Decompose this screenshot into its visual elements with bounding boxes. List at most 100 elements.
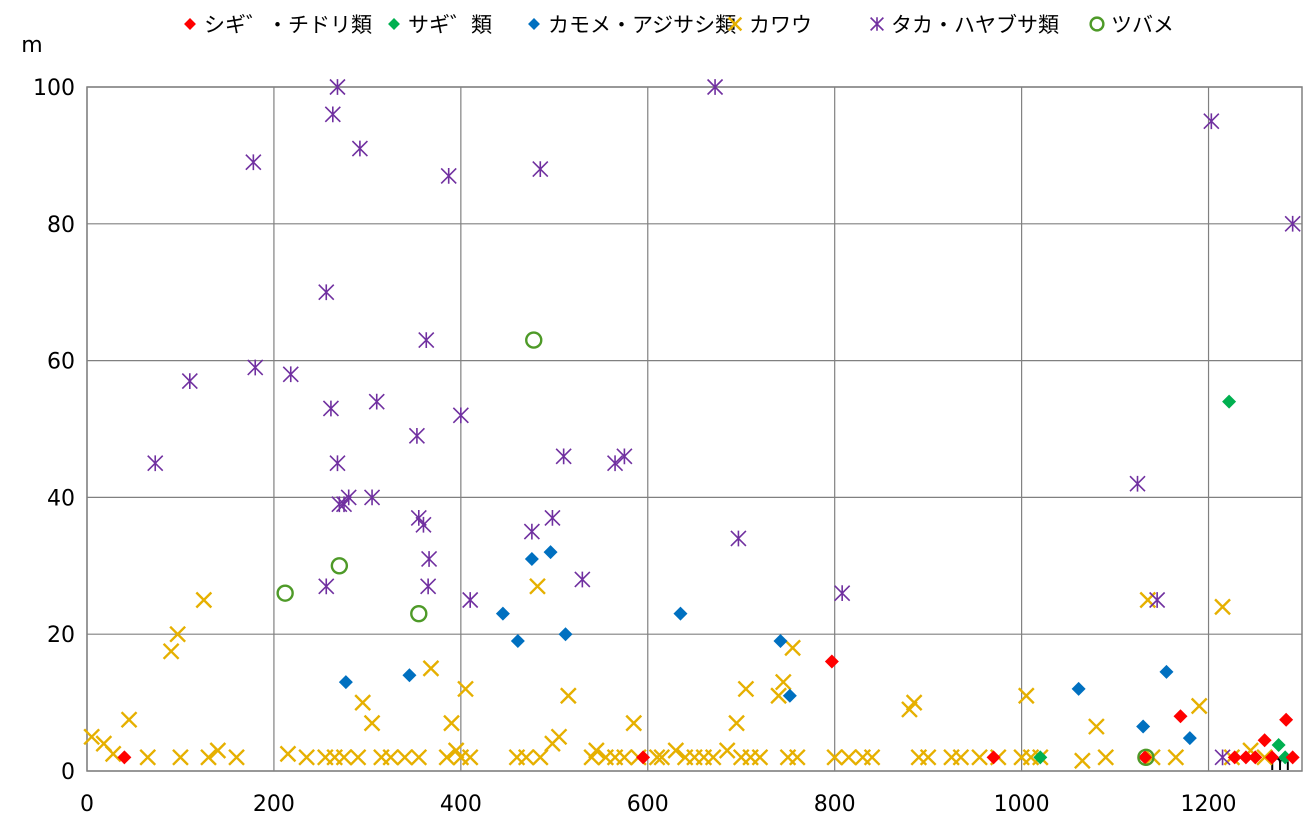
data-point bbox=[1203, 113, 1220, 130]
data-point bbox=[558, 627, 573, 642]
data-point bbox=[625, 714, 643, 732]
data-point bbox=[616, 748, 633, 766]
data-point bbox=[338, 675, 353, 690]
data-point bbox=[1271, 738, 1286, 753]
data-point bbox=[1129, 475, 1146, 492]
y-tick-label: 60 bbox=[47, 350, 75, 375]
x-tick-label: 400 bbox=[440, 792, 482, 817]
data-point bbox=[408, 427, 425, 444]
data-point bbox=[905, 694, 923, 711]
data-point bbox=[529, 577, 546, 595]
data-point bbox=[1097, 748, 1115, 766]
data-point bbox=[340, 489, 357, 506]
data-point bbox=[523, 523, 540, 540]
data-point bbox=[706, 78, 724, 96]
data-point bbox=[986, 750, 1001, 765]
legend-marker bbox=[184, 18, 196, 30]
data-point bbox=[452, 407, 469, 424]
data-point bbox=[421, 550, 438, 568]
data-point bbox=[544, 509, 561, 526]
data-point bbox=[162, 642, 180, 660]
legend-marker bbox=[388, 18, 400, 30]
data-point bbox=[410, 604, 428, 623]
data-point bbox=[636, 750, 651, 765]
data-point bbox=[648, 748, 666, 766]
data-point bbox=[117, 750, 132, 765]
data-point bbox=[1071, 681, 1086, 696]
series-1 bbox=[1033, 394, 1293, 765]
data-point bbox=[351, 140, 368, 157]
x-tick-label: 1200 bbox=[1181, 792, 1237, 817]
data-point bbox=[461, 748, 479, 766]
data-point bbox=[834, 585, 851, 602]
x-tick-label: 1000 bbox=[994, 792, 1050, 817]
data-point bbox=[329, 455, 346, 472]
data-point bbox=[773, 634, 788, 649]
data-point bbox=[322, 400, 340, 417]
x-tick-label: 0 bbox=[80, 792, 94, 817]
data-point bbox=[495, 606, 510, 621]
data-point bbox=[324, 106, 341, 123]
data-point bbox=[788, 748, 806, 766]
data-point bbox=[396, 748, 414, 766]
series-0 bbox=[117, 654, 1300, 765]
data-point bbox=[282, 366, 299, 383]
data-point bbox=[276, 584, 294, 602]
data-point bbox=[653, 748, 671, 766]
legend-label: ツバメ bbox=[1111, 13, 1174, 37]
data-point bbox=[1074, 752, 1091, 770]
legend-label: カワウ bbox=[749, 13, 812, 37]
data-point bbox=[1137, 748, 1155, 767]
data-point bbox=[245, 154, 262, 171]
data-point bbox=[1136, 719, 1151, 734]
data-point bbox=[784, 639, 801, 657]
data-point bbox=[1139, 591, 1157, 609]
data-point bbox=[1248, 750, 1263, 765]
data-point bbox=[1167, 748, 1185, 766]
data-point bbox=[318, 578, 335, 595]
data-point bbox=[555, 448, 572, 465]
data-point bbox=[524, 551, 539, 566]
y-tick-label: 40 bbox=[47, 486, 75, 511]
data-point bbox=[169, 625, 187, 643]
data-point bbox=[840, 748, 858, 766]
x-tick-label: 600 bbox=[627, 792, 669, 817]
data-point bbox=[574, 571, 591, 588]
data-point bbox=[730, 530, 747, 547]
data-point bbox=[728, 714, 745, 732]
data-point bbox=[382, 748, 400, 766]
data-point bbox=[1238, 750, 1253, 765]
data-point bbox=[1214, 749, 1231, 766]
data-point bbox=[1227, 750, 1242, 765]
data-point bbox=[440, 167, 457, 184]
data-point bbox=[172, 748, 189, 766]
data-point bbox=[673, 606, 688, 621]
legend-label: タカ・ハヤブサ類 bbox=[891, 13, 1059, 37]
data-point bbox=[330, 557, 349, 575]
data-point bbox=[139, 748, 157, 766]
data-point bbox=[104, 745, 122, 763]
data-point bbox=[1256, 748, 1273, 766]
data-point bbox=[1284, 215, 1301, 232]
data-point bbox=[247, 359, 264, 376]
data-point bbox=[1017, 687, 1035, 705]
data-point bbox=[826, 748, 844, 766]
data-point bbox=[550, 728, 568, 746]
data-point bbox=[83, 728, 101, 746]
data-point bbox=[363, 714, 381, 732]
data-point bbox=[1159, 664, 1174, 679]
data-point bbox=[588, 742, 605, 759]
legend-label: カモメ・アジサシ類 bbox=[548, 13, 736, 37]
data-points bbox=[83, 78, 1301, 770]
x-tick-label: 200 bbox=[253, 792, 295, 817]
data-point bbox=[418, 332, 435, 349]
data-point bbox=[774, 673, 792, 691]
data-point bbox=[559, 687, 577, 705]
y-tick-label: 80 bbox=[47, 213, 75, 238]
data-point bbox=[1285, 750, 1300, 765]
x-axis-ticks: 0 200 400 600 800 1000 1200 bbox=[80, 792, 1237, 817]
plot-area bbox=[86, 86, 1303, 772]
data-point bbox=[1088, 718, 1105, 735]
legend-marker bbox=[727, 16, 743, 32]
legend-marker bbox=[1089, 16, 1105, 32]
